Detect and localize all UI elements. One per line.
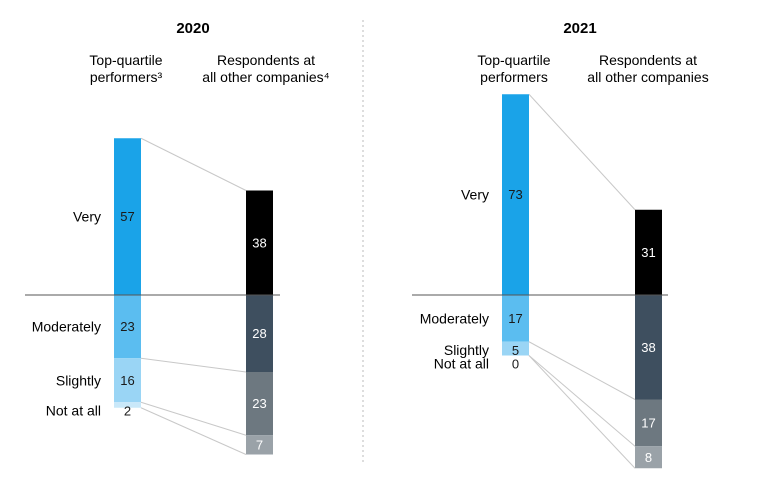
panel-1-col1-header-line1: all other companies bbox=[587, 69, 708, 85]
panel-0-col0-label-very: 57 bbox=[120, 209, 134, 224]
panel-1-col0-label-not-at-all: 0 bbox=[512, 357, 519, 372]
panel-0-category-not-at-all: Not at all bbox=[46, 402, 101, 418]
panel-1-connector-2 bbox=[528, 355, 636, 447]
panel-0-col0-label-slightly: 16 bbox=[120, 373, 134, 388]
panel-0-col0-header-line1: performers³ bbox=[90, 69, 163, 85]
panel-1-col1-bar-very bbox=[635, 209, 662, 295]
panel-1-col1-header-line0: Respondents at bbox=[599, 52, 697, 68]
panel-0-year-title: 2020 bbox=[176, 20, 209, 37]
panel-1-connector-0 bbox=[528, 93, 636, 211]
panel-1-col1-label-moderately: 38 bbox=[641, 340, 655, 355]
panel-1-col1-bar-slightly bbox=[635, 399, 662, 447]
panel-1-col0-header-line0: Top-quartile bbox=[477, 52, 550, 68]
panel-0-connector-1 bbox=[140, 357, 247, 373]
panel-0-category-moderately: Moderately bbox=[32, 319, 101, 335]
panel-0-col1-label-very: 38 bbox=[252, 235, 266, 250]
panel-0-col1-header-line0: Respondents at bbox=[217, 52, 315, 68]
panel-1-category-moderately: Moderately bbox=[420, 310, 489, 326]
panel-1-col0-header-line1: performers bbox=[480, 69, 548, 85]
panel-0-col0-bar-slightly bbox=[114, 358, 141, 403]
panel-1-col0-label-moderately: 17 bbox=[508, 311, 522, 326]
panel-1-connector-1 bbox=[528, 341, 636, 400]
panel-1-col0-bar-slightly bbox=[502, 341, 529, 356]
panel-1-col0-label-slightly: 5 bbox=[512, 343, 519, 358]
panel-0-col1-label-slightly: 23 bbox=[252, 396, 266, 411]
panel-0-col0-bar-moderately bbox=[114, 295, 141, 359]
panel-0-col1-bar-slightly bbox=[246, 372, 273, 436]
panel-1-col1-label-very: 31 bbox=[641, 245, 655, 260]
panel-0-connector-3 bbox=[140, 407, 247, 455]
panel-0-col1-header-line1: all other companies⁴ bbox=[202, 69, 329, 85]
panel-1-connector-3 bbox=[528, 355, 636, 469]
panel-1-col1-label-not-at-all: 8 bbox=[645, 450, 652, 465]
panel-1-category-slightly: Slightly bbox=[444, 342, 489, 358]
panel-1-category-very: Very bbox=[461, 187, 489, 203]
panel-0-connector-0 bbox=[140, 137, 247, 191]
panel-0-connector-2 bbox=[140, 401, 247, 436]
panel-0-category-slightly: Slightly bbox=[56, 372, 101, 388]
panel-1-col1-bar-not-at-all bbox=[635, 446, 662, 469]
panel-1-category-not-at-all: Not at all bbox=[434, 356, 489, 372]
panel-1-col0-bar-very bbox=[502, 94, 529, 295]
panel-1-col0-bar-moderately bbox=[502, 295, 529, 342]
panel-0-col0-header-line0: Top-quartile bbox=[89, 52, 162, 68]
panel-1-col1-label-slightly: 17 bbox=[641, 415, 655, 430]
panel-1-year-title: 2021 bbox=[563, 20, 596, 37]
panel-0-category-very: Very bbox=[73, 209, 101, 225]
panel-0-col1-bar-moderately bbox=[246, 295, 273, 372]
panel-1-col0-label-very: 73 bbox=[508, 187, 522, 202]
panel-0-col1-label-not-at-all: 7 bbox=[256, 437, 263, 452]
panel-1-col1-bar-moderately bbox=[635, 295, 662, 400]
panel-0-col1-bar-very bbox=[246, 190, 273, 295]
panel-0-col1-bar-not-at-all bbox=[246, 435, 273, 455]
panel-0-col0-label-not-at-all: 2 bbox=[124, 403, 131, 418]
panel-0-col0-label-moderately: 23 bbox=[120, 319, 134, 334]
panel-0-col0-bar-not-at-all bbox=[114, 402, 141, 408]
panel-0-col0-bar-very bbox=[114, 138, 141, 295]
panel-0-col1-label-moderately: 28 bbox=[252, 326, 266, 341]
